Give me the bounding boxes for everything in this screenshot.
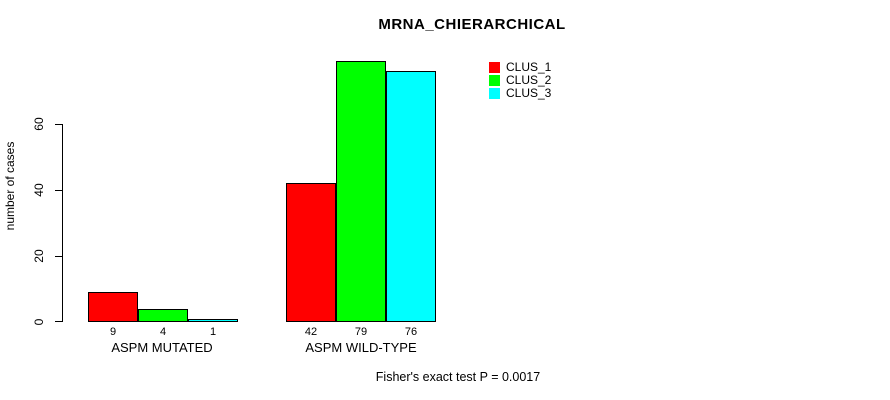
bar-clus1-wildtype	[286, 183, 336, 322]
y-tick-mark-20	[55, 256, 62, 257]
y-tick-label-60: 60	[32, 117, 46, 131]
bar-clus3-wildtype	[386, 71, 436, 322]
y-tick-label-20: 20	[32, 249, 46, 263]
chart-title: MRNA_CHIERARCHICAL	[378, 16, 566, 33]
legend-swatch-clus2	[489, 75, 500, 86]
y-axis-line	[62, 124, 63, 322]
bar-clus1-mutated	[88, 292, 138, 322]
x-category-label-mutated: ASPM MUTATED	[111, 340, 213, 355]
bar-value-clus3-wildtype: 76	[404, 326, 418, 338]
bar-clus2-wildtype	[336, 61, 386, 322]
legend-entry-clus3: CLUS_3	[489, 87, 551, 100]
legend-entry-clus2: CLUS_2	[489, 74, 551, 87]
legend-entry-clus1: CLUS_1	[489, 61, 551, 74]
legend-label-clus3: CLUS_3	[506, 86, 552, 100]
bar-clus3-mutated	[188, 319, 238, 322]
legend-swatch-clus1	[489, 62, 500, 73]
y-tick-mark-60	[55, 124, 62, 125]
bar-clus2-mutated	[138, 309, 188, 322]
bar-value-clus1-wildtype: 42	[304, 326, 318, 338]
fisher-test-annotation: Fisher's exact test P = 0.0017	[375, 370, 541, 384]
bar-value-clus1-mutated: 9	[109, 326, 117, 338]
legend-label-clus1: CLUS_1	[506, 60, 552, 74]
x-category-label-wildtype: ASPM WILD-TYPE	[305, 340, 417, 355]
y-tick-label-40: 40	[32, 183, 46, 197]
legend-label-clus2: CLUS_2	[506, 73, 552, 87]
bar-value-clus2-mutated: 4	[159, 326, 167, 338]
legend: CLUS_1 CLUS_2 CLUS_3	[489, 61, 551, 100]
y-tick-mark-40	[55, 190, 62, 191]
y-tick-mark-0	[55, 321, 62, 322]
y-tick-label-0: 0	[32, 318, 46, 326]
legend-swatch-clus3	[489, 88, 500, 99]
y-axis-label: number of cases	[3, 141, 17, 231]
bar-value-clus3-mutated: 1	[209, 326, 217, 338]
bar-value-clus2-wildtype: 79	[354, 326, 368, 338]
